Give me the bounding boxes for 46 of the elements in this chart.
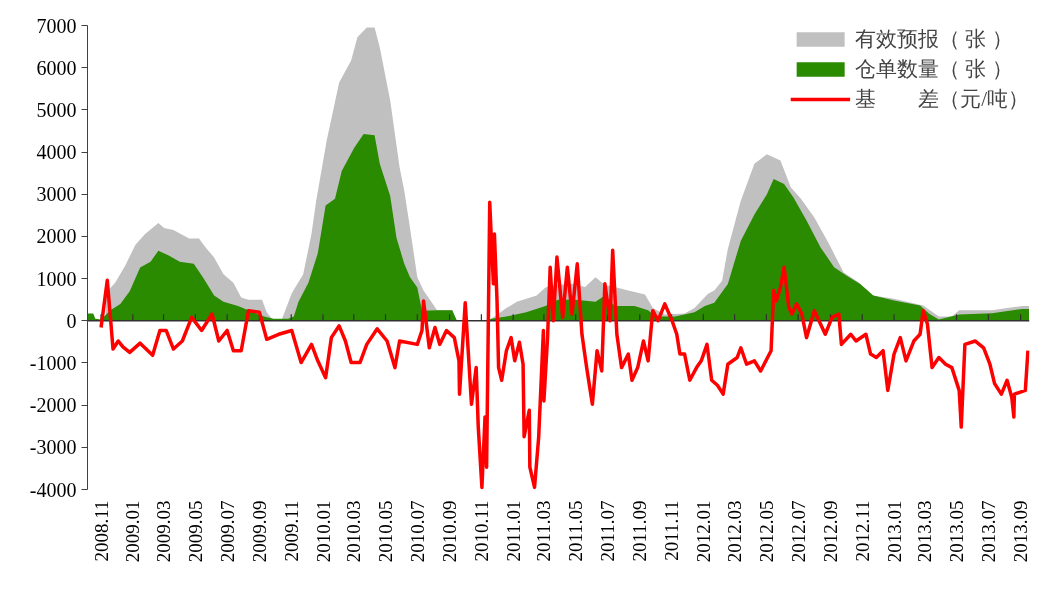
x-tick-label: 2012.09 bbox=[819, 500, 841, 563]
x-tick-label: 2011.11 bbox=[661, 500, 683, 561]
x-tick-label: 2009.05 bbox=[184, 500, 206, 563]
y-tick-label: 0 bbox=[66, 309, 77, 332]
x-tick-label: 2013.09 bbox=[1010, 500, 1032, 563]
x-tick-label: 2012.11 bbox=[851, 500, 873, 562]
x-tick-label: 2009.07 bbox=[216, 500, 238, 563]
x-tick-label: 2013.03 bbox=[914, 500, 936, 563]
legend-label: 有效预报（ 张 ） bbox=[855, 26, 1013, 53]
x-tick-label: 2009.03 bbox=[153, 500, 175, 563]
x-tick-label: 2009.09 bbox=[248, 500, 270, 563]
x-tick-label: 2010.07 bbox=[406, 500, 428, 563]
y-tick-label: -3000 bbox=[29, 436, 77, 459]
x-tick-label: 2010.03 bbox=[343, 500, 365, 563]
legend-label: 基 差（元/吨） bbox=[855, 86, 1029, 113]
x-tick-label: 2011.03 bbox=[533, 500, 555, 562]
x-tick-label: 2012.01 bbox=[692, 500, 714, 563]
y-tick-label: -1000 bbox=[29, 351, 77, 374]
x-tick-label: 2009.01 bbox=[122, 500, 144, 563]
x-tick-label: 2012.03 bbox=[724, 500, 746, 563]
y-tick-label: 4000 bbox=[36, 141, 77, 164]
legend-label: 仓单数量（ 张 ） bbox=[855, 56, 1013, 83]
x-tick-label: 2013.01 bbox=[883, 500, 905, 563]
y-tick-label: 2000 bbox=[36, 225, 77, 248]
y-tick-label: 7000 bbox=[36, 14, 77, 37]
x-tick-label: 2011.01 bbox=[502, 500, 524, 562]
x-tick-label: 2011.09 bbox=[629, 500, 651, 562]
x-tick-label: 2013.05 bbox=[946, 500, 968, 563]
x-tick-label: 2011.05 bbox=[565, 500, 587, 562]
y-tick-label: -2000 bbox=[29, 394, 77, 417]
x-tick-label: 2008.11 bbox=[90, 500, 112, 562]
x-tick-label: 2010.11 bbox=[470, 500, 492, 562]
x-tick-label: 2010.01 bbox=[312, 500, 334, 563]
x-tick-label: 2012.05 bbox=[755, 500, 777, 563]
y-tick-label: -4000 bbox=[29, 478, 77, 501]
line-series bbox=[99, 200, 1030, 490]
x-tick-label: 2011.07 bbox=[596, 500, 618, 562]
y-tick-label: 6000 bbox=[36, 56, 77, 79]
x-tick-label: 2009.11 bbox=[280, 500, 302, 562]
x-tick-label: 2010.09 bbox=[439, 500, 461, 563]
y-tick-label: 1000 bbox=[36, 267, 77, 290]
x-tick-label: 2010.05 bbox=[375, 500, 397, 563]
x-tick-label: 2012.07 bbox=[787, 500, 809, 563]
x-tick-label: 2013.07 bbox=[977, 500, 999, 563]
y-tick-label: 3000 bbox=[36, 183, 77, 206]
y-tick-label: 5000 bbox=[36, 98, 77, 121]
